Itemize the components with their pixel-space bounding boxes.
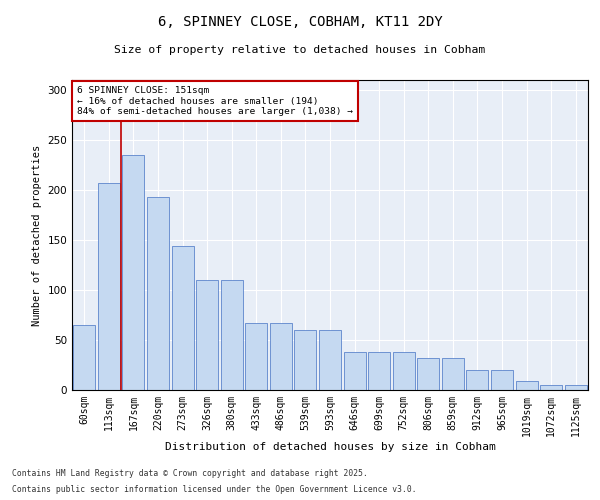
Text: Contains public sector information licensed under the Open Government Licence v3: Contains public sector information licen…: [12, 485, 416, 494]
Bar: [565, 385, 587, 390]
Bar: [172, 246, 194, 390]
Bar: [344, 352, 365, 390]
Bar: [98, 183, 120, 390]
Bar: [73, 325, 95, 390]
Bar: [491, 370, 513, 390]
Text: Contains HM Land Registry data © Crown copyright and database right 2025.: Contains HM Land Registry data © Crown c…: [12, 468, 368, 477]
Bar: [466, 370, 488, 390]
Bar: [417, 358, 439, 390]
Text: 6, SPINNEY CLOSE, COBHAM, KT11 2DY: 6, SPINNEY CLOSE, COBHAM, KT11 2DY: [158, 15, 442, 29]
Bar: [295, 330, 316, 390]
Bar: [442, 358, 464, 390]
Text: 6 SPINNEY CLOSE: 151sqm
← 16% of detached houses are smaller (194)
84% of semi-d: 6 SPINNEY CLOSE: 151sqm ← 16% of detache…: [77, 86, 353, 116]
Bar: [270, 323, 292, 390]
Bar: [196, 280, 218, 390]
Bar: [540, 385, 562, 390]
Bar: [319, 330, 341, 390]
Y-axis label: Number of detached properties: Number of detached properties: [32, 144, 42, 326]
Bar: [221, 280, 243, 390]
Bar: [368, 352, 390, 390]
Bar: [392, 352, 415, 390]
Bar: [122, 155, 145, 390]
X-axis label: Distribution of detached houses by size in Cobham: Distribution of detached houses by size …: [164, 442, 496, 452]
Bar: [515, 381, 538, 390]
Bar: [147, 197, 169, 390]
Bar: [245, 323, 268, 390]
Text: Size of property relative to detached houses in Cobham: Size of property relative to detached ho…: [115, 45, 485, 55]
